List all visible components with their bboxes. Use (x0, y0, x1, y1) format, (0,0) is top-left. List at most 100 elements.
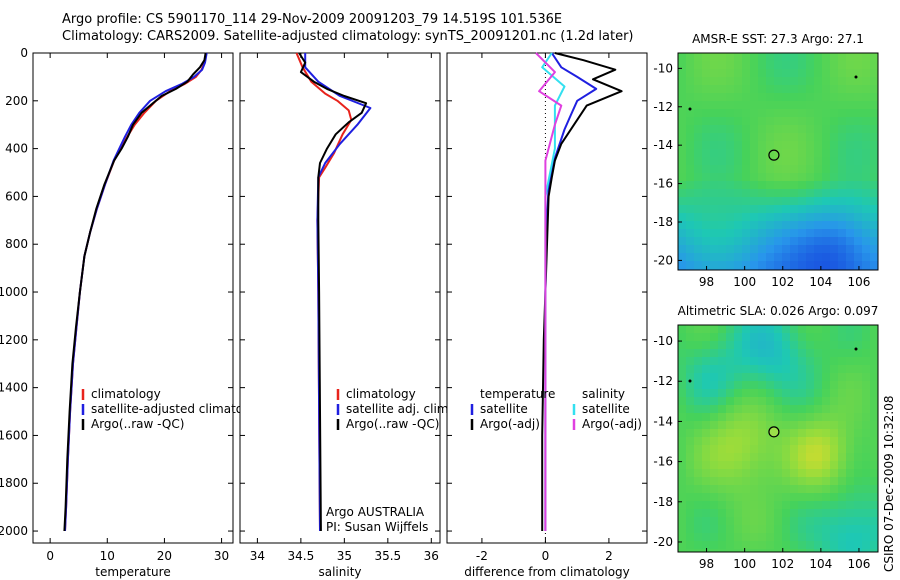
heat-cell (870, 157, 878, 165)
heat-cell (710, 533, 718, 541)
heat-cell (678, 365, 686, 373)
heat-cell (814, 149, 822, 157)
heat-cell (774, 205, 782, 213)
heat-cell (726, 245, 734, 253)
heat-cell (838, 245, 846, 253)
heat-cell (694, 365, 702, 373)
heat-cell (782, 53, 790, 61)
heat-cell (798, 437, 806, 445)
heat-cell (702, 333, 710, 341)
heat-cell (678, 357, 686, 365)
heat-cell (838, 477, 846, 485)
heat-cell (806, 189, 814, 197)
heat-cell (726, 197, 734, 205)
heat-cell (702, 437, 710, 445)
heat-cell (750, 173, 758, 181)
heat-cell (710, 437, 718, 445)
panel-frame (446, 52, 648, 544)
heat-cell (694, 413, 702, 421)
heat-cell (734, 445, 742, 453)
heat-cell (790, 485, 798, 493)
heat-cell (854, 533, 862, 541)
heat-cell (726, 341, 734, 349)
map-y-tick-label: -20 (653, 535, 673, 549)
heat-cell (718, 189, 726, 197)
heat-cell (774, 101, 782, 109)
heat-cell (686, 53, 694, 61)
heat-cell (758, 229, 766, 237)
heat-cell (702, 69, 710, 77)
heat-cell (870, 509, 878, 517)
heat-cell (782, 125, 790, 133)
heat-cell (838, 149, 846, 157)
heat-cell (822, 365, 830, 373)
heat-cell (782, 405, 790, 413)
map-y-tick-label: -14 (653, 414, 673, 428)
heat-cell (822, 229, 830, 237)
heat-cell (790, 205, 798, 213)
heat-cell (798, 157, 806, 165)
heat-cell (766, 445, 774, 453)
heat-cell (814, 549, 822, 552)
heat-cell (806, 373, 814, 381)
heat-cell (742, 77, 750, 85)
heat-cell (742, 213, 750, 221)
heat-cell (726, 77, 734, 85)
heat-cell (790, 325, 798, 333)
heat-cell (806, 165, 814, 173)
heat-cell (846, 117, 854, 125)
heat-cell (694, 333, 702, 341)
heat-cell (766, 485, 774, 493)
heat-cell (726, 221, 734, 229)
heat-cell (862, 501, 870, 509)
heat-cell (814, 205, 822, 213)
heat-cell (742, 125, 750, 133)
heat-cell (694, 197, 702, 205)
heat-cell (806, 541, 814, 549)
heat-cell (750, 533, 758, 541)
heat-cell (686, 181, 694, 189)
heat-cell (862, 173, 870, 181)
heat-cell (686, 109, 694, 117)
heat-cell (830, 501, 838, 509)
heat-cell (774, 413, 782, 421)
heat-cell (870, 69, 878, 77)
heat-cell (862, 381, 870, 389)
heat-cell (862, 157, 870, 165)
heat-cell (846, 397, 854, 405)
heat-cell (702, 205, 710, 213)
heat-cell (758, 213, 766, 221)
heat-cell (758, 429, 766, 437)
heat-cell (750, 141, 758, 149)
heat-cell (846, 429, 854, 437)
heat-cell (718, 429, 726, 437)
heat-cell (734, 453, 742, 461)
heat-cell (750, 237, 758, 245)
heat-cell (758, 53, 766, 61)
heat-cell (694, 493, 702, 501)
heat-cell (726, 453, 734, 461)
heat-cell (838, 261, 846, 269)
heat-cell (750, 61, 758, 69)
heat-cell (694, 61, 702, 69)
heat-cell (726, 237, 734, 245)
heat-cell (782, 485, 790, 493)
x-axis-label: temperature (95, 565, 170, 579)
heat-cell (830, 541, 838, 549)
heat-cell (678, 477, 686, 485)
heat-cell (822, 53, 830, 61)
heat-cell (774, 125, 782, 133)
heat-cell (710, 453, 718, 461)
heat-cell (846, 469, 854, 477)
heat-cell (806, 197, 814, 205)
heat-cell (750, 101, 758, 109)
heat-cell (734, 509, 742, 517)
heat-cell (678, 421, 686, 429)
heat-cell (694, 109, 702, 117)
heat-cell (782, 245, 790, 253)
heat-cell (814, 325, 822, 333)
heat-cell (726, 501, 734, 509)
heat-cell (726, 437, 734, 445)
heat-cell (782, 77, 790, 85)
heat-cell (870, 525, 878, 533)
